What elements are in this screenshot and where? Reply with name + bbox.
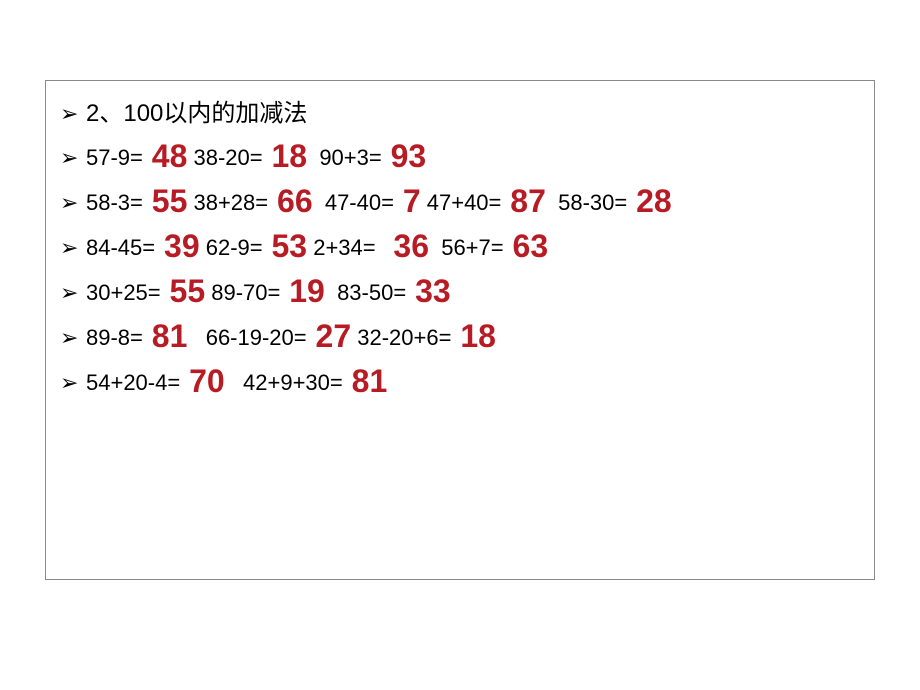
slide-content: ➢ 2、100以内的加减法 ➢ 57-9= 48 38-20= 18 90+3=…: [45, 80, 875, 580]
math-item: 66-19-20= 27: [187, 316, 351, 353]
expression: 30+25=: [86, 280, 161, 306]
answer: 18: [263, 138, 307, 175]
bullet-icon: ➢: [60, 325, 86, 351]
answer: 63: [504, 228, 548, 265]
math-row: ➢ 89-8= 81 66-19-20= 27 32-20+6= 18: [60, 316, 860, 353]
math-item: 89-8= 81: [86, 316, 187, 353]
math-row: ➢ 57-9= 48 38-20= 18 90+3= 93: [60, 136, 860, 173]
math-item: 90+3= 93: [307, 136, 426, 173]
math-row: ➢ 58-3= 55 38+28= 66 47-40= 7 47+40= 87 …: [60, 181, 860, 218]
expression: 38-20=: [187, 145, 262, 171]
answer: 53: [263, 228, 307, 265]
answer: 19: [280, 273, 324, 310]
expression: 89-70=: [205, 280, 280, 306]
expression: 83-50=: [325, 280, 406, 306]
math-item: 38-20= 18: [187, 136, 307, 173]
title-text: 2、100以内的加减法: [86, 93, 307, 128]
math-item: 89-70= 19: [205, 271, 325, 308]
answer: 18: [451, 318, 495, 355]
answer: 7: [394, 183, 421, 220]
bullet-icon: ➢: [60, 235, 86, 261]
expression: 56+7=: [429, 235, 504, 261]
bullet-icon: ➢: [60, 145, 86, 171]
expression: 90+3=: [307, 145, 382, 171]
math-row: ➢ 30+25= 55 89-70= 19 83-50= 33: [60, 271, 860, 308]
answer: 36: [376, 228, 429, 265]
expression: 32-20+6=: [351, 325, 451, 351]
expression: 38+28=: [187, 190, 268, 216]
expression: 47-40=: [313, 190, 394, 216]
expression: 57-9=: [86, 145, 143, 171]
answer: 33: [406, 273, 450, 310]
math-item: 58-3= 55: [86, 181, 187, 218]
answer: 27: [307, 318, 351, 355]
expression: 84-45=: [86, 235, 155, 261]
expression: 66-19-20=: [187, 325, 306, 351]
title-row: ➢ 2、100以内的加减法: [60, 93, 860, 128]
math-item: 83-50= 33: [325, 271, 451, 308]
answer: 93: [382, 138, 426, 175]
math-item: 57-9= 48: [86, 136, 187, 173]
math-row: ➢ 54+20-4= 70 42+9+30= 81: [60, 361, 860, 398]
math-item: 56+7= 63: [429, 226, 548, 263]
bullet-icon: ➢: [60, 190, 86, 216]
math-item: 84-45= 39: [86, 226, 200, 263]
answer: 48: [143, 138, 187, 175]
expression: 42+9+30=: [225, 370, 343, 396]
math-item: 62-9= 53: [200, 226, 307, 263]
math-item: 30+25= 55: [86, 271, 205, 308]
expression: 2+34=: [307, 235, 376, 261]
expression: 89-8=: [86, 325, 143, 351]
answer: 28: [627, 183, 671, 220]
answer: 66: [268, 183, 312, 220]
answer: 39: [155, 228, 199, 265]
answer: 55: [161, 273, 205, 310]
expression: 62-9=: [200, 235, 263, 261]
answer: 55: [143, 183, 187, 220]
bullet-icon: ➢: [60, 101, 86, 127]
answer: 70: [180, 363, 224, 400]
expression: 58-30=: [546, 190, 627, 216]
expression: 54+20-4=: [86, 370, 180, 396]
math-item: 2+34= 36: [307, 226, 429, 263]
bullet-icon: ➢: [60, 280, 86, 306]
answer: 81: [143, 318, 187, 355]
answer: 81: [343, 363, 387, 400]
expression: 47+40=: [421, 190, 502, 216]
math-item: 58-30= 28: [546, 181, 672, 218]
math-item: 47+40= 87: [421, 181, 546, 218]
bullet-icon: ➢: [60, 370, 86, 396]
answer: 87: [501, 183, 545, 220]
math-item: 38+28= 66: [187, 181, 312, 218]
math-item: 54+20-4= 70: [86, 361, 225, 398]
expression: 58-3=: [86, 190, 143, 216]
math-row: ➢ 84-45= 39 62-9= 53 2+34= 36 56+7= 63: [60, 226, 860, 263]
math-item: 42+9+30= 81: [225, 361, 388, 398]
math-item: 47-40= 7: [313, 181, 421, 218]
math-item: 32-20+6= 18: [351, 316, 496, 353]
